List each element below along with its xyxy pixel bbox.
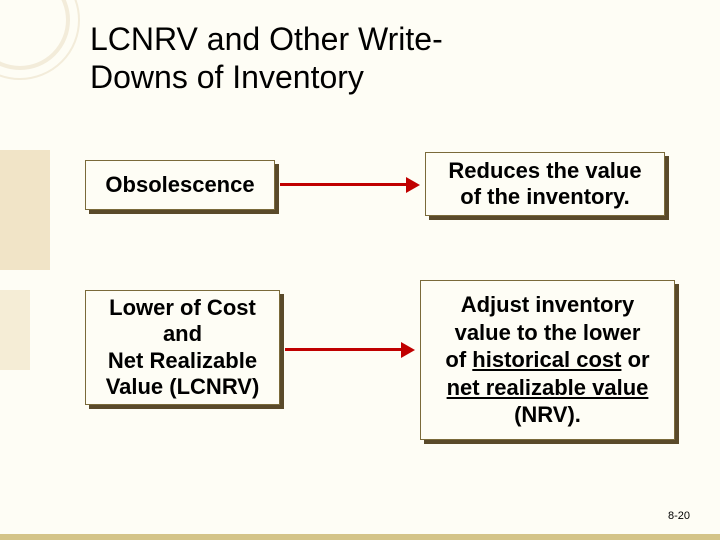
box2-left-l1: Lower of Cost (109, 295, 256, 320)
arrow-1-line (280, 183, 408, 186)
page-number: 8-20 (668, 510, 690, 522)
box2-left-l2: and (163, 321, 202, 346)
slide-title: LCNRV and Other Write- Downs of Inventor… (90, 20, 443, 97)
box-reduces-value: Reduces the value of the inventory. (425, 152, 665, 216)
deco-rect-2 (0, 290, 30, 370)
arrow-1-head (406, 177, 420, 193)
box-obsolescence: Obsolescence (85, 160, 275, 210)
arrow-2-head (401, 342, 415, 358)
box1-right-l1: Reduces the value (448, 158, 641, 183)
box2-right-u2: net realizable value (447, 375, 649, 400)
box2-left-l4: Value (LCNRV) (106, 374, 260, 399)
box2-right-l5: (NRV). (514, 402, 581, 427)
box-lcnrv: Lower of Cost and Net Realizable Value (… (85, 290, 280, 405)
arrow-2-line (285, 348, 403, 351)
title-line1: LCNRV and Other Write- (90, 21, 443, 57)
bottom-accent-bar (0, 534, 720, 540)
box2-right-mid: or (621, 347, 649, 372)
box2-right-l1: Adjust inventory (461, 292, 635, 317)
box2-left-l3: Net Realizable (108, 348, 257, 373)
title-line2: Downs of Inventory (90, 59, 364, 95)
box2-right-pre: of (445, 347, 472, 372)
box1-left-text: Obsolescence (105, 172, 254, 198)
box2-right-u1: historical cost (472, 347, 621, 372)
box1-right-l2: of the inventory. (460, 184, 630, 209)
box2-right-l2: value to the lower (455, 320, 641, 345)
box-adjust-inventory: Adjust inventory value to the lower of h… (420, 280, 675, 440)
deco-rect-1 (0, 150, 50, 270)
